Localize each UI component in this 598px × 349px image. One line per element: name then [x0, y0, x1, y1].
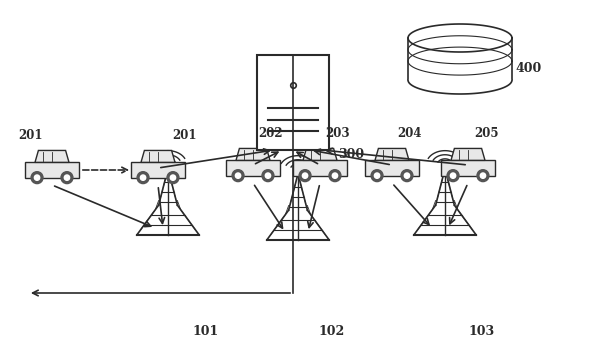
FancyArrowPatch shape [394, 185, 429, 224]
FancyArrowPatch shape [158, 188, 164, 223]
Text: 204: 204 [397, 127, 422, 140]
FancyArrowPatch shape [83, 167, 127, 173]
Circle shape [64, 175, 69, 180]
Circle shape [332, 173, 338, 178]
Text: 101: 101 [192, 325, 218, 338]
Polygon shape [303, 148, 337, 160]
Polygon shape [365, 160, 419, 176]
Circle shape [170, 175, 176, 180]
Polygon shape [408, 24, 512, 52]
Circle shape [374, 173, 380, 178]
FancyArrowPatch shape [255, 185, 282, 228]
Circle shape [447, 170, 459, 181]
FancyArrowPatch shape [297, 152, 318, 164]
Text: 203: 203 [325, 127, 350, 140]
Circle shape [61, 172, 73, 184]
Circle shape [34, 175, 39, 180]
Polygon shape [141, 150, 175, 162]
FancyArrowPatch shape [308, 186, 319, 228]
Text: 400: 400 [515, 61, 541, 74]
Circle shape [401, 170, 413, 181]
Circle shape [480, 173, 486, 178]
Circle shape [371, 170, 383, 181]
Circle shape [303, 173, 308, 178]
Circle shape [236, 173, 241, 178]
FancyArrowPatch shape [161, 149, 270, 168]
FancyArrowPatch shape [315, 149, 389, 164]
Text: 300: 300 [338, 149, 364, 162]
Circle shape [137, 172, 149, 184]
Circle shape [31, 172, 43, 184]
FancyArrowPatch shape [255, 152, 278, 164]
Polygon shape [408, 80, 512, 94]
Circle shape [450, 173, 456, 178]
Circle shape [232, 170, 244, 181]
FancyArrowPatch shape [54, 186, 151, 227]
FancyArrowPatch shape [450, 186, 467, 224]
Polygon shape [35, 150, 69, 162]
Polygon shape [451, 148, 485, 160]
Polygon shape [236, 148, 270, 160]
Text: 102: 102 [318, 325, 344, 338]
Circle shape [167, 172, 179, 184]
Circle shape [329, 170, 341, 181]
Text: 202: 202 [258, 127, 283, 140]
Polygon shape [441, 160, 495, 176]
Text: 201: 201 [18, 129, 42, 142]
Circle shape [262, 170, 274, 181]
FancyArrowPatch shape [327, 148, 465, 165]
Polygon shape [293, 160, 347, 176]
Circle shape [477, 170, 489, 181]
Circle shape [266, 173, 271, 178]
Text: 103: 103 [468, 325, 494, 338]
Text: 201: 201 [172, 129, 197, 142]
FancyArrowPatch shape [33, 290, 290, 296]
Polygon shape [226, 160, 280, 176]
Text: 205: 205 [474, 127, 499, 140]
Circle shape [404, 173, 410, 178]
Polygon shape [131, 162, 185, 178]
Circle shape [141, 175, 146, 180]
Polygon shape [25, 162, 79, 178]
Bar [257, 55, 329, 150]
Circle shape [299, 170, 311, 181]
Polygon shape [375, 148, 409, 160]
